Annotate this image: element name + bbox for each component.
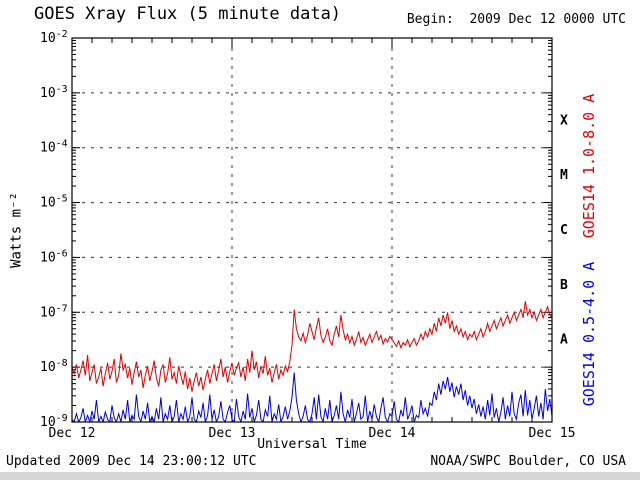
y-tick-label: 10-7	[40, 303, 68, 320]
x-tick-label: Dec 15	[529, 426, 576, 441]
series-short-wavelength-trace	[72, 372, 552, 422]
y-axis-label: Watts m⁻²	[8, 192, 25, 268]
x-tick-label: Dec 14	[369, 426, 416, 441]
y-tick-label: 10-4	[40, 139, 68, 156]
data-source: NOAA/SWPC Boulder, CO USA	[430, 454, 626, 469]
flare-class-label: B	[560, 278, 568, 293]
series-long-wavelength-trace	[72, 301, 552, 392]
flare-class-label: X	[560, 113, 568, 128]
flare-class-label: M	[560, 168, 568, 183]
updated-timestamp: Updated 2009 Dec 14 23:00:12 UTC	[6, 454, 257, 469]
flare-class-label: A	[560, 333, 568, 348]
y-tick-label: 10-5	[40, 194, 68, 211]
x-tick-label: Dec 12	[49, 426, 96, 441]
y-tick-label: 10-9	[40, 413, 68, 430]
x-axis-label: Universal Time	[257, 437, 367, 452]
chart-title: GOES Xray Flux (5 minute data)	[34, 4, 342, 24]
y-tick-label: 10-3	[40, 84, 68, 101]
begin-label: Begin: 2009 Dec 12 0000 UTC	[406, 12, 626, 27]
y-tick-label: 10-2	[40, 29, 68, 46]
x-tick-label: Dec 13	[209, 426, 256, 441]
y-tick-label: 10-6	[40, 248, 68, 265]
series-label-long-wavelength: GOES14 1.0-8.0 A	[579, 93, 598, 239]
flare-class-label: C	[560, 223, 568, 238]
plot-frame	[71, 37, 553, 423]
y-tick-label: 10-8	[40, 358, 68, 375]
bottom-strip	[0, 472, 640, 480]
series-label-short-wavelength: GOES14 0.5-4.0 A	[579, 261, 598, 407]
